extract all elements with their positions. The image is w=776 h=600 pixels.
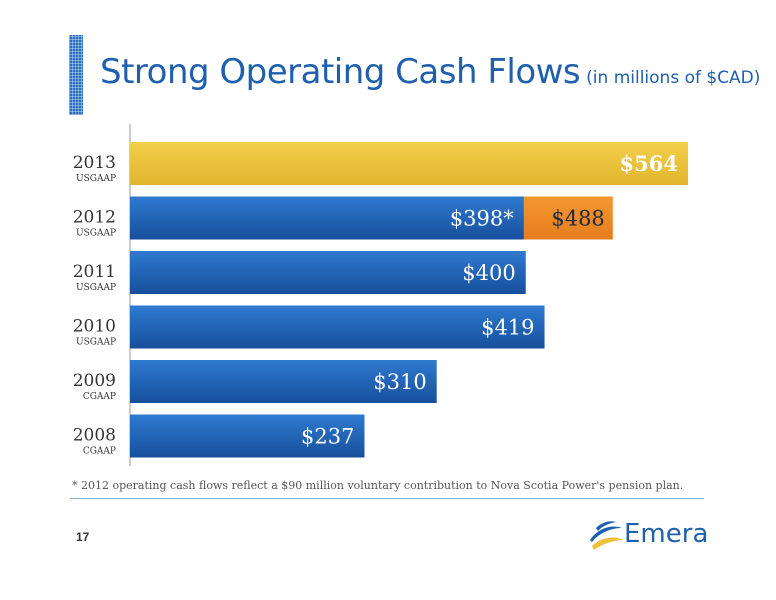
year-label: 2009 — [73, 371, 116, 391]
year-label: 2011 — [73, 262, 116, 282]
bar — [130, 360, 437, 403]
year-label: 2008 — [73, 426, 116, 446]
page-number: 17 — [76, 530, 90, 544]
bar-value-label: $398* — [450, 207, 514, 231]
bar-value-label: $400 — [462, 261, 515, 285]
bar — [130, 251, 526, 294]
bar-extra-label: $488 — [551, 207, 604, 231]
bar-value-label: $237 — [301, 425, 354, 449]
footer-divider — [70, 498, 704, 499]
bar — [130, 414, 365, 458]
year-label: 2010 — [73, 317, 116, 337]
bar-value-label: $564 — [620, 151, 678, 176]
title-main: Strong Operating Cash Flows — [100, 52, 581, 92]
gaap-label: USGAAP — [76, 283, 116, 293]
year-label: 2013 — [73, 153, 116, 173]
gaap-label: USGAAP — [76, 229, 116, 239]
title-accent-bar — [69, 35, 83, 115]
year-label: 2012 — [73, 208, 116, 228]
page-title: Strong Operating Cash Flows (in millions … — [100, 52, 760, 92]
logo-text: Emera — [624, 519, 709, 549]
bar — [130, 196, 524, 240]
emera-logo: Emera — [588, 514, 708, 562]
bar-value-label: $310 — [373, 370, 426, 394]
gaap-label: USGAAP — [76, 338, 116, 348]
bar — [130, 305, 545, 349]
footnote: * 2012 operating cash flows reflect a $9… — [72, 479, 684, 492]
gaap-label: USGAAP — [76, 174, 116, 184]
gaap-label: CGAAP — [83, 392, 116, 402]
gaap-label: CGAAP — [83, 447, 116, 457]
emera-logo-icon — [590, 521, 624, 550]
bar — [130, 142, 688, 185]
title-subtitle: (in millions of $CAD) — [586, 68, 761, 88]
bar-value-label: $419 — [481, 316, 534, 340]
